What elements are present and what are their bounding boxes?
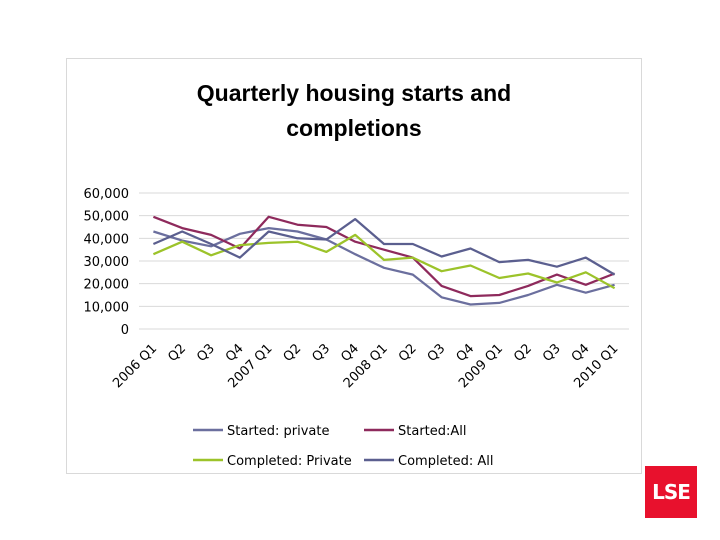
legend-label: Completed: All: [398, 454, 494, 469]
series-line-0: [153, 226, 615, 306]
x-tick-label: Q2: [396, 341, 420, 365]
series-line-3: [152, 217, 616, 276]
y-tick-label: 20,000: [84, 278, 130, 293]
chart-title-line-2: completions: [286, 115, 421, 141]
chart-title-line-1: Quarterly housing starts and: [197, 80, 511, 106]
chart-frame: Quarterly housing starts and completions…: [66, 58, 642, 474]
y-tick-label: 40,000: [84, 232, 130, 247]
x-tick-label: Q3: [540, 341, 564, 365]
legend-label: Started: private: [227, 424, 329, 439]
legend-label: Completed: Private: [227, 454, 352, 469]
x-tick-label: Q3: [194, 341, 218, 365]
x-tick-label: Q4: [454, 341, 478, 365]
x-tick-label: Q4: [223, 341, 247, 365]
y-tick-label: 50,000: [84, 210, 130, 225]
lse-logo: LSE: [645, 466, 697, 518]
legend-label: Started:All: [398, 424, 467, 439]
series-line-2: [152, 233, 616, 290]
legend: Started: private Started:All Completed: Pr…: [193, 424, 494, 469]
series-lines: [152, 215, 616, 306]
x-tick-label: Q4: [338, 341, 362, 365]
x-tick-label: Q4: [569, 341, 593, 365]
x-tick-label: Q3: [309, 341, 333, 365]
y-axis-ticks: 0 10,000 20,000 30,000 40,000 50,000 60,000: [84, 187, 130, 338]
y-tick-label: 30,000: [84, 255, 130, 270]
x-tick-label: Q2: [511, 341, 535, 365]
x-tick-label: 2006 Q1: [110, 341, 160, 391]
x-tick-label: Q3: [425, 341, 449, 365]
x-tick-label: Q2: [165, 341, 189, 365]
y-tick-label: 0: [121, 323, 129, 338]
y-tick-label: 10,000: [84, 300, 130, 315]
x-tick-label: Q2: [281, 341, 305, 365]
series-line-1: [152, 215, 616, 298]
y-tick-label: 60,000: [84, 187, 130, 202]
line-chart: Quarterly housing starts and completions…: [84, 80, 629, 469]
